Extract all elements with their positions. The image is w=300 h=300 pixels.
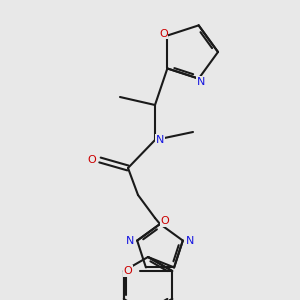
Text: N: N	[126, 236, 134, 246]
Text: O: O	[160, 216, 169, 226]
Text: N: N	[196, 76, 205, 87]
Text: N: N	[156, 135, 164, 145]
Text: O: O	[159, 28, 168, 38]
Text: O: O	[124, 266, 133, 276]
Text: N: N	[186, 236, 194, 246]
Text: O: O	[88, 155, 96, 165]
